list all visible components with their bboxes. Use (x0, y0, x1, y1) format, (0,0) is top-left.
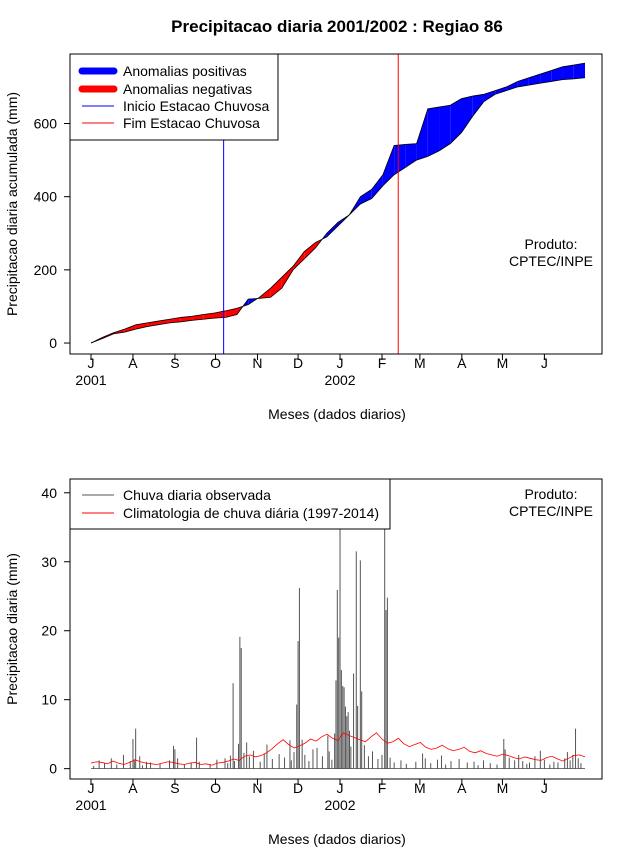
daily-observed-bars (91, 527, 585, 770)
y-tick-label: 40 (41, 485, 57, 501)
x-tick-label: D (293, 355, 303, 371)
y-tick-label: 400 (34, 189, 58, 205)
anomaly-segment (562, 64, 574, 80)
anomaly-segment (360, 189, 372, 204)
x-tick-label: J (337, 355, 344, 371)
x-tick-label: J (88, 355, 95, 371)
anomaly-segment (506, 81, 518, 91)
climatology-line (90, 732, 586, 766)
anomaly-segment (517, 77, 529, 87)
x-tick-label: N (252, 355, 262, 371)
bottom-product-label: Produto: (525, 486, 578, 502)
observed-cumulative-line (90, 62, 586, 344)
x-tick-label: N (252, 780, 262, 796)
x-tick-label: M (497, 355, 509, 371)
x-tick-label: J (88, 780, 95, 796)
y-tick-label: 600 (34, 116, 58, 132)
x-year-label: 2001 (75, 797, 106, 813)
x-year-label: 2002 (324, 372, 355, 388)
chart-title: Precipitacao diaria 2001/2002 : Regiao 8… (171, 17, 503, 36)
anomaly-segment (394, 144, 406, 175)
y-tick-label: 20 (41, 623, 57, 639)
y-tick-label: 200 (34, 262, 58, 278)
anomaly-segment (540, 70, 552, 84)
anomaly-segment (461, 96, 473, 133)
anomaly-segment (293, 251, 305, 270)
x-tick-label: M (497, 780, 509, 796)
anomaly-segment (270, 277, 282, 298)
x-tick-label: A (128, 355, 138, 371)
anomaly-segment (281, 266, 294, 289)
anomaly-segment (124, 324, 136, 333)
anomaly-segment (450, 98, 462, 144)
x-tick-label: A (457, 355, 467, 371)
legend-label-climatology: Climatologia de chuva diária (1997-2014) (123, 505, 379, 521)
climatology-cumulative-line (90, 77, 586, 344)
bottom-product-org: CPTEC/INPE (509, 503, 593, 519)
bottom-legend-box (69, 478, 391, 530)
anomaly-segment (573, 63, 585, 79)
anomaly-segment (304, 242, 316, 259)
anomaly-segment (472, 94, 484, 117)
x-tick-label: J (337, 780, 344, 796)
top-product-org: CPTEC/INPE (509, 253, 593, 269)
top-legend: Anomalias positivas Anomalias negativas … (69, 53, 279, 141)
x-tick-label: A (457, 780, 467, 796)
x-tick-label: S (170, 780, 179, 796)
top-x-axis-label: Meses (dados diarios) (268, 406, 406, 422)
bottom-y-axis-label: Precipitacao diaria (mm) (4, 553, 20, 705)
x-tick-label: O (210, 780, 221, 796)
bottom-legend: Chuva diaria observada Climatologia de c… (69, 478, 391, 530)
anomaly-segment (326, 222, 338, 237)
x-tick-label: O (210, 355, 221, 371)
anomaly-segment (203, 313, 215, 320)
anomaly-segment (416, 108, 428, 161)
anomaly-segment (427, 107, 440, 157)
x-tick-label: F (378, 780, 387, 796)
top-y-axis-label: Precipitacao diaria acumulada (mm) (4, 92, 20, 316)
cumulative-lines (90, 62, 586, 344)
x-tick-label: J (541, 355, 548, 371)
legend-label-inicio: Inicio Estacao Chuvosa (123, 98, 270, 114)
anomaly-segment (495, 86, 507, 95)
anomaly-segment (382, 145, 395, 186)
anomaly-segment (551, 66, 563, 82)
top-product-label: Produto: (525, 236, 578, 252)
x-tick-label: A (128, 780, 138, 796)
x-tick-label: M (414, 780, 426, 796)
x-tick-label: S (170, 355, 179, 371)
y-tick-label: 0 (49, 335, 57, 351)
y-tick-label: 30 (41, 554, 57, 570)
anomaly-segment (439, 105, 451, 151)
legend-label-fim: Fim Estacao Chuvosa (123, 115, 260, 131)
anomaly-segment (371, 174, 383, 199)
bottom-y-axis: 0 10 20 30 40 (41, 485, 71, 777)
anomaly-segment (158, 319, 170, 325)
legend-label-negative: Anomalias negativas (123, 81, 252, 97)
x-year-label: 2001 (75, 372, 106, 388)
legend-label-positive: Anomalias positivas (123, 63, 247, 79)
top-y-axis: 0 200 400 600 (34, 116, 71, 351)
y-tick-label: 10 (41, 692, 57, 708)
y-tick-label: 0 (49, 761, 57, 777)
x-tick-label: F (378, 355, 387, 371)
x-tick-label: J (541, 780, 548, 796)
x-tick-label: D (293, 780, 303, 796)
bottom-x-axis-label: Meses (dados diarios) (268, 831, 406, 847)
x-year-label: 2002 (324, 797, 355, 813)
x-tick-label: M (414, 355, 426, 371)
legend-label-observed: Chuva diaria observada (123, 487, 271, 503)
